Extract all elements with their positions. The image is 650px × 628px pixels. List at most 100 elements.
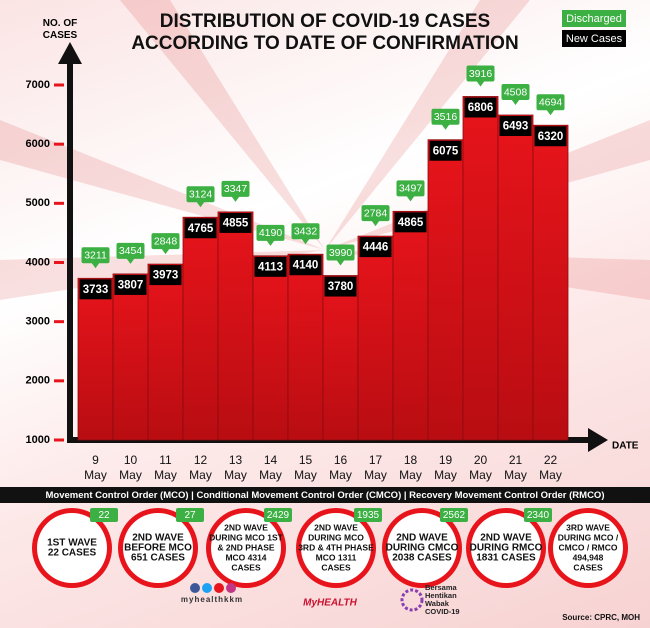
x-tick-label: 18 May — [399, 453, 422, 482]
new-cases-label-bg — [359, 237, 392, 258]
wave-text: CASES — [231, 562, 261, 572]
discharged-label-bg — [151, 233, 180, 250]
x-tick-label: 14 May — [259, 453, 282, 482]
y-axis-label-box: NO. OF CASES — [43, 18, 77, 41]
wave-circle — [301, 513, 371, 583]
bar — [532, 124, 569, 441]
new-cases-label: 4446 — [363, 242, 389, 254]
bar — [77, 277, 114, 441]
new-cases-label: 4765 — [188, 223, 214, 235]
legend-label: New Cases — [566, 33, 623, 45]
campaign-text: Wabak — [425, 599, 450, 608]
y-tick-label: 1000 — [26, 434, 50, 446]
title: DISTRIBUTION OF COVID-19 CASES — [160, 11, 490, 32]
wave-circle — [387, 513, 457, 583]
campaign-text: COVID-19 — [425, 607, 460, 616]
discharged-label: 3497 — [399, 183, 423, 195]
discharged-pointer — [406, 195, 415, 202]
wave-text: & 2ND PHASE — [217, 542, 274, 552]
new-cases-label: 4113 — [258, 261, 283, 273]
discharged-pointer — [476, 80, 485, 87]
wave-text: 2ND WAVE — [480, 533, 532, 544]
banner-bg — [0, 487, 650, 503]
y-tick-label: 4000 — [26, 256, 50, 268]
wave-text: 2ND WAVE — [224, 522, 268, 532]
bar — [322, 275, 359, 441]
wave-text: BEFORE MCO — [124, 543, 192, 554]
bar — [497, 114, 534, 441]
discharged-pointer — [371, 220, 380, 227]
bar — [217, 211, 254, 441]
discharged-label: 4190 — [259, 227, 283, 239]
discharged-label: 3516 — [434, 111, 458, 123]
new-cases-label: 3780 — [328, 281, 354, 293]
wave-text: 1831 CASES — [476, 553, 536, 564]
campaign-text: Bersama — [425, 583, 458, 592]
discharged-pointer — [301, 238, 310, 245]
discharged-label: 3347 — [224, 183, 248, 195]
discharged-pointer — [441, 124, 450, 130]
wave-badge: 1935 — [357, 510, 380, 521]
source: Source: CPRC, MOH — [562, 613, 640, 622]
new-cases-label: 3733 — [83, 284, 109, 296]
wave-text: DURING CMCO — [386, 543, 459, 554]
banner: Movement Control Order (MCO) | Condition… — [46, 490, 605, 501]
wave-text: DURING MCO 1ST — [209, 532, 283, 542]
x-tick-label: 20 May — [469, 453, 492, 482]
new-cases-label: 4140 — [293, 260, 319, 272]
bar — [252, 255, 289, 441]
new-cases-label: 6493 — [503, 121, 529, 133]
campaign-text: Hentikan — [425, 591, 457, 600]
new-cases-label: 3973 — [153, 270, 179, 282]
new-cases-label-bg — [184, 218, 217, 239]
wave-circle — [123, 513, 193, 583]
discharged-label-bg — [501, 83, 530, 100]
wave-text: 651 CASES — [131, 553, 185, 564]
wave-badge-bg — [90, 508, 118, 522]
discharged-label: 2784 — [364, 207, 388, 219]
discharged-label-bg — [256, 224, 285, 241]
bar — [182, 216, 219, 441]
wave-badge-bg — [354, 508, 382, 522]
new-cases-label-bg — [394, 212, 427, 233]
wave-text: 2ND WAVE — [132, 533, 184, 544]
new-cases-label-bg — [149, 265, 182, 286]
new-cases-label-bg — [114, 274, 147, 295]
wave-circle — [471, 513, 541, 583]
discharged-pointer — [196, 201, 205, 208]
wave-badge-bg — [440, 508, 468, 522]
discharged-label: 3432 — [294, 225, 318, 237]
new-cases-label-bg — [324, 276, 357, 297]
wave-badge: 22 — [98, 510, 110, 521]
discharged-pointer — [266, 240, 275, 246]
bar — [462, 96, 499, 441]
x-tick-label: 11 May — [154, 453, 177, 482]
new-cases-label-bg — [429, 140, 462, 161]
discharged-pointer — [161, 248, 170, 255]
discharged-label-bg — [396, 180, 425, 197]
discharged-label-bg — [291, 223, 320, 240]
discharged-pointer — [91, 262, 100, 269]
x-tick-label: 13 May — [224, 453, 247, 482]
bar — [392, 210, 429, 441]
discharged-pointer — [336, 260, 345, 266]
discharged-pointer — [126, 258, 135, 264]
social-icon — [202, 583, 212, 593]
new-cases-label-bg — [79, 279, 112, 300]
x-tick-label: 9 May — [84, 453, 107, 482]
new-cases-label-bg — [289, 255, 322, 276]
x-tick-label: 16 May — [329, 453, 352, 482]
wave-text: CASES — [321, 562, 351, 572]
wave-text: 1ST WAVE — [47, 538, 97, 549]
x-arrow — [588, 428, 608, 452]
discharged-pointer — [231, 196, 240, 202]
discharged-label: 4508 — [504, 86, 528, 98]
bar — [357, 235, 394, 441]
wave-badge-bg — [176, 508, 204, 522]
x-tick-label: 15 May — [294, 453, 317, 482]
discharged-label-bg — [466, 65, 495, 82]
new-cases-label-bg — [534, 126, 567, 147]
discharged-label-bg — [116, 242, 145, 259]
discharged-label: 2848 — [154, 235, 178, 247]
